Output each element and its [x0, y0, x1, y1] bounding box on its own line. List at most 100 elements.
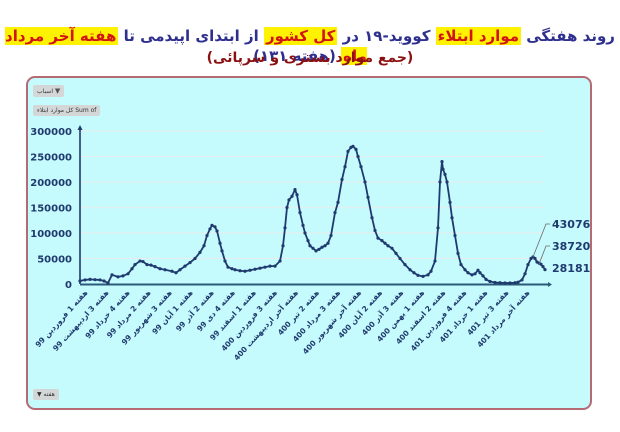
series-field-pill[interactable]: Sum of کل موارد ابتلاء: [33, 105, 101, 116]
data-point: [484, 277, 488, 282]
chart-subtitle: (جمع موارد بستری و سرپائی): [206, 50, 414, 66]
data-point: [78, 279, 82, 283]
data-point: [351, 144, 355, 148]
data-point: [153, 265, 157, 269]
data-point: [149, 263, 153, 267]
data-point: [370, 216, 374, 220]
data-point: [373, 228, 377, 233]
chart-title: روند هفتگی موارد ابتلاء کووید-۱۹ در کل ک…: [0, 26, 620, 66]
data-point: [376, 236, 380, 240]
data-point: [208, 227, 212, 231]
data-point: [336, 200, 340, 204]
title-highlight: موارد ابتلاء: [435, 27, 522, 45]
data-point: [326, 241, 330, 245]
data-point: [116, 275, 120, 279]
data-point: [238, 269, 242, 273]
data-point: [359, 165, 363, 169]
annotation-leader-line: [532, 223, 550, 258]
data-point: [426, 273, 430, 277]
y-tick-label: 100000: [30, 229, 72, 240]
data-point: [466, 271, 470, 275]
data-point: [520, 278, 524, 282]
axis-field-button[interactable]: هفته ▼: [33, 389, 59, 400]
data-point: [481, 274, 485, 278]
data-point: [354, 147, 358, 151]
data-point: [340, 177, 344, 182]
data-point: [343, 165, 347, 169]
data-point: [290, 194, 294, 198]
data-point: [301, 223, 305, 227]
data-point: [178, 268, 182, 272]
data-point: [205, 233, 209, 238]
data-point: [443, 172, 447, 176]
data-point: [102, 279, 106, 283]
data-point: [233, 268, 237, 272]
data-point: [438, 180, 442, 184]
data-point: [459, 263, 463, 267]
data-point: [317, 247, 321, 251]
data-point: [356, 154, 360, 159]
data-label: 43076: [552, 218, 591, 231]
data-point: [163, 268, 167, 272]
data-point: [278, 259, 282, 263]
data-point: [295, 193, 299, 197]
data-point: [145, 263, 149, 267]
data-point: [408, 268, 412, 272]
data-point: [453, 233, 457, 238]
data-point: [456, 251, 460, 255]
data-point: [403, 263, 407, 267]
data-point: [508, 281, 512, 285]
data-point: [287, 198, 291, 202]
data-point: [503, 281, 507, 285]
data-point: [308, 244, 312, 248]
data-point: [450, 216, 454, 220]
x-axis-arrow-icon: [548, 282, 552, 287]
title-text: از ابتدای اپیدمی تا: [118, 27, 264, 45]
data-point: [314, 249, 318, 253]
data-point: [126, 272, 130, 276]
data-point: [478, 271, 482, 275]
data-point: [463, 268, 467, 272]
filter-button[interactable]: ▼ اسباب: [33, 85, 65, 97]
data-point: [218, 241, 222, 245]
data-point: [303, 231, 307, 235]
data-point: [130, 267, 134, 271]
data-point: [441, 167, 445, 171]
axis-field-label: هفته: [43, 391, 55, 398]
data-point: [210, 223, 214, 227]
data-point: [398, 256, 402, 261]
data-point: [323, 244, 327, 248]
data-point: [273, 264, 277, 268]
data-point: [533, 256, 537, 261]
data-point: [248, 268, 252, 272]
data-point: [476, 268, 480, 272]
title-text: (هفته ۱۳۱): [253, 47, 342, 65]
filter-icon: ▼: [54, 87, 61, 95]
data-point: [110, 273, 114, 277]
data-point: [412, 271, 416, 275]
data-point: [263, 265, 267, 269]
data-point: [394, 251, 398, 255]
data-label: 38720: [552, 240, 591, 253]
data-point: [258, 266, 262, 270]
data-point: [83, 278, 87, 282]
data-point: [226, 265, 230, 269]
data-point: [493, 280, 497, 285]
title-highlight: کل کشور: [264, 27, 338, 45]
filter-label: اسباب: [37, 88, 53, 95]
data-point: [158, 267, 162, 271]
data-point: [93, 278, 97, 282]
data-point: [516, 280, 520, 284]
data-point: [363, 180, 367, 184]
data-point: [213, 225, 217, 229]
annotation-leader-line: [538, 245, 550, 265]
data-point: [188, 260, 192, 265]
data-point: [440, 160, 444, 164]
y-tick-label: 250000: [30, 153, 72, 164]
data-point: [366, 195, 370, 199]
data-point: [386, 244, 390, 248]
data-point: [174, 271, 178, 275]
data-point: [198, 250, 202, 254]
y-tick-label: 200000: [30, 178, 72, 189]
